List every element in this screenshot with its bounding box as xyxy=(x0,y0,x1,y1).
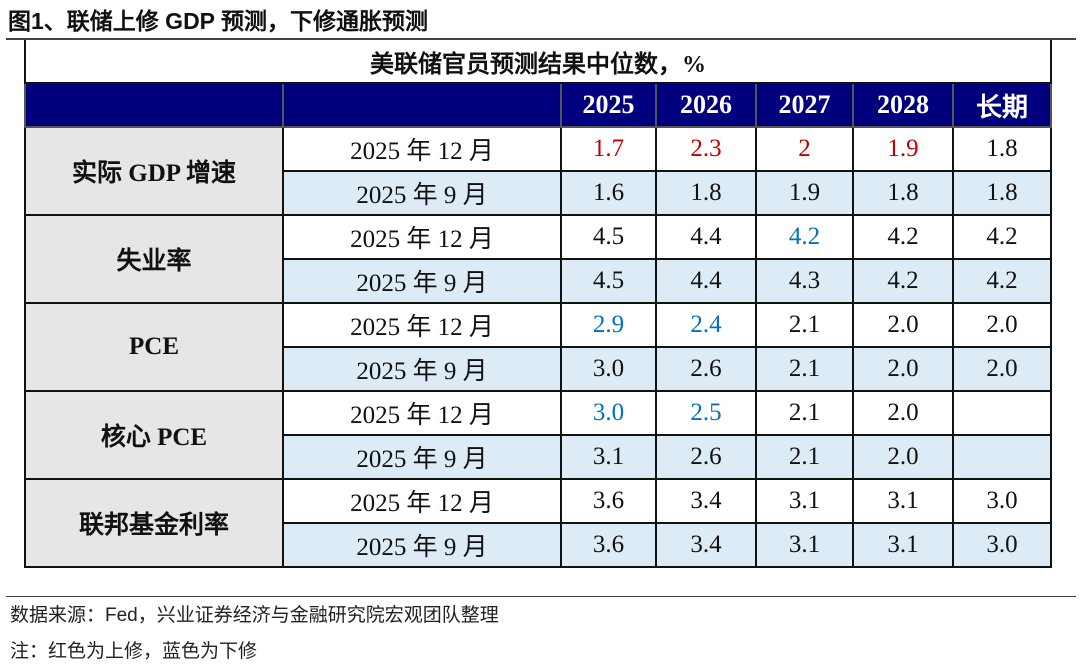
indicator-label: 联邦基金利率 xyxy=(24,478,284,568)
value-cell: 2.1 xyxy=(755,390,854,436)
value-cell: 1.9 xyxy=(852,126,954,172)
value-cell: 4.5 xyxy=(560,258,657,304)
value-cell: 3.1 xyxy=(852,522,954,568)
value-cell: 4.2 xyxy=(952,214,1052,260)
projection-date: 2025 年 9 月 xyxy=(282,258,562,304)
table-row: 实际 GDP 增速 2025 年 12 月 1.7 2.3 2 1.9 1.8 xyxy=(24,126,1052,216)
indicator-label: 实际 GDP 增速 xyxy=(24,126,284,216)
column-header: 长期 xyxy=(952,82,1052,128)
value-cell: 2.6 xyxy=(655,346,757,392)
value-cell: 4.4 xyxy=(655,258,757,304)
value-cell: 1.7 xyxy=(560,126,657,172)
table-caption: 美联储官员预测结果中位数，% xyxy=(24,40,1052,84)
table-row: 失业率 2025 年 12 月 4.5 4.4 4.2 4.2 4.2 xyxy=(24,214,1052,304)
fed-projections-table: 美联储官员预测结果中位数，% 2025 2026 2027 2028 长期 实际… xyxy=(24,40,1052,568)
value-cell: 2.1 xyxy=(755,434,854,480)
value-cell: 2.5 xyxy=(655,390,757,436)
projection-date: 2025 年 12 月 xyxy=(282,214,562,260)
value-cell: 2.1 xyxy=(755,302,854,348)
projection-date: 2025 年 9 月 xyxy=(282,346,562,392)
projection-date: 2025 年 9 月 xyxy=(282,434,562,480)
value-cell: 3.0 xyxy=(560,390,657,436)
projection-date: 2025 年 9 月 xyxy=(282,170,562,216)
value-cell: 4.2 xyxy=(852,214,954,260)
value-cell: 2.9 xyxy=(560,302,657,348)
value-cell: 2.0 xyxy=(852,390,954,436)
value-cell: 3.6 xyxy=(560,522,657,568)
value-cell: 4.2 xyxy=(755,214,854,260)
value-cell: 1.8 xyxy=(952,170,1052,216)
value-cell: 3.4 xyxy=(655,478,757,524)
table-row: PCE 2025 年 12 月 2.9 2.4 2.1 2.0 2.0 xyxy=(24,302,1052,392)
figure-title: 图1、联储上修 GDP 预测，下修通胀预测 xyxy=(8,8,428,34)
value-cell: 2.1 xyxy=(755,346,854,392)
table-row: 2025 年 9 月 3.0 2.6 2.1 2.0 2.0 xyxy=(25,346,1052,392)
value-cell xyxy=(952,390,1052,436)
value-cell: 4.2 xyxy=(852,258,954,304)
source-note: 数据来源：Fed，兴业证券经济与金融研究院宏观团队整理 xyxy=(10,605,499,626)
indicator-label: 核心 PCE xyxy=(24,390,284,480)
value-cell: 1.8 xyxy=(655,170,757,216)
value-cell: 2 xyxy=(755,126,854,172)
value-cell: 3.0 xyxy=(560,346,657,392)
projection-date: 2025 年 9 月 xyxy=(282,522,562,568)
value-cell: 4.5 xyxy=(560,214,657,260)
table-row: 核心 PCE 2025 年 12 月 3.0 2.5 2.1 2.0 xyxy=(24,390,1052,480)
value-cell: 3.0 xyxy=(952,478,1052,524)
value-cell: 2.0 xyxy=(852,302,954,348)
value-cell: 1.6 xyxy=(560,170,657,216)
value-cell: 3.1 xyxy=(852,478,954,524)
column-header: 2026 xyxy=(655,82,757,128)
column-header: 2025 xyxy=(560,82,657,128)
projection-date: 2025 年 12 月 xyxy=(282,390,562,436)
indicator-label: 失业率 xyxy=(24,214,284,304)
value-cell: 4.4 xyxy=(655,214,757,260)
value-cell: 1.8 xyxy=(852,170,954,216)
table-row: 2025 年 9 月 4.5 4.4 4.3 4.2 4.2 xyxy=(25,258,1052,304)
projection-date: 2025 年 12 月 xyxy=(282,478,562,524)
table-row: 2025 年 9 月 3.1 2.6 2.1 2.0 xyxy=(25,434,1052,480)
value-cell: 4.2 xyxy=(952,258,1052,304)
value-cell: 3.1 xyxy=(755,522,854,568)
value-cell: 3.0 xyxy=(952,522,1052,568)
value-cell: 3.1 xyxy=(755,478,854,524)
header-blank xyxy=(24,82,284,128)
value-cell: 3.1 xyxy=(560,434,657,480)
value-cell: 2.0 xyxy=(852,434,954,480)
value-cell: 3.6 xyxy=(560,478,657,524)
color-legend-note: 注：红色为上修，蓝色为下修 xyxy=(10,641,258,662)
value-cell: 1.8 xyxy=(952,126,1052,172)
projection-date: 2025 年 12 月 xyxy=(282,126,562,172)
value-cell: 2.4 xyxy=(655,302,757,348)
value-cell xyxy=(952,434,1052,480)
header-row: 2025 2026 2027 2028 长期 xyxy=(24,82,1052,128)
value-cell: 2.0 xyxy=(952,346,1052,392)
projection-date: 2025 年 12 月 xyxy=(282,302,562,348)
table-row: 2025 年 9 月 1.6 1.8 1.9 1.8 1.8 xyxy=(25,170,1052,216)
indicator-label: PCE xyxy=(24,302,284,392)
table-row: 2025 年 9 月 3.6 3.4 3.1 3.1 3.0 xyxy=(25,522,1052,568)
value-cell: 2.3 xyxy=(655,126,757,172)
column-header: 2027 xyxy=(755,82,854,128)
value-cell: 1.9 xyxy=(755,170,854,216)
value-cell: 2.0 xyxy=(852,346,954,392)
value-cell: 2.0 xyxy=(952,302,1052,348)
table-row: 联邦基金利率 2025 年 12 月 3.6 3.4 3.1 3.1 3.0 xyxy=(24,478,1052,568)
bottom-rule xyxy=(6,596,1076,597)
value-cell: 3.4 xyxy=(655,522,757,568)
top-rule xyxy=(6,38,1076,40)
column-header: 2028 xyxy=(852,82,954,128)
header-blank xyxy=(282,82,562,128)
value-cell: 4.3 xyxy=(755,258,854,304)
value-cell: 2.6 xyxy=(655,434,757,480)
